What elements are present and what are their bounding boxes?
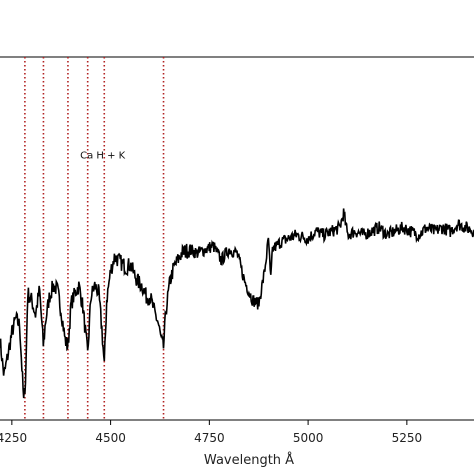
annotation-0: Ca H + K xyxy=(80,151,126,162)
x-axis-label: Wavelength Å xyxy=(204,452,294,468)
x-tick-label-4: 5250 xyxy=(392,431,423,445)
line-markers xyxy=(24,57,165,420)
annotations: Ca H + K xyxy=(80,151,126,162)
x-tick-label-3: 5000 xyxy=(293,431,324,445)
x-tick-label-2: 4750 xyxy=(194,431,225,445)
x-axis-ticks: 4250 4500 4750 5000 5250 xyxy=(0,420,422,445)
x-tick-label-1: 4500 xyxy=(95,431,126,445)
x-tick-label-0: 4250 xyxy=(0,431,27,445)
spectrum-series xyxy=(0,208,474,399)
